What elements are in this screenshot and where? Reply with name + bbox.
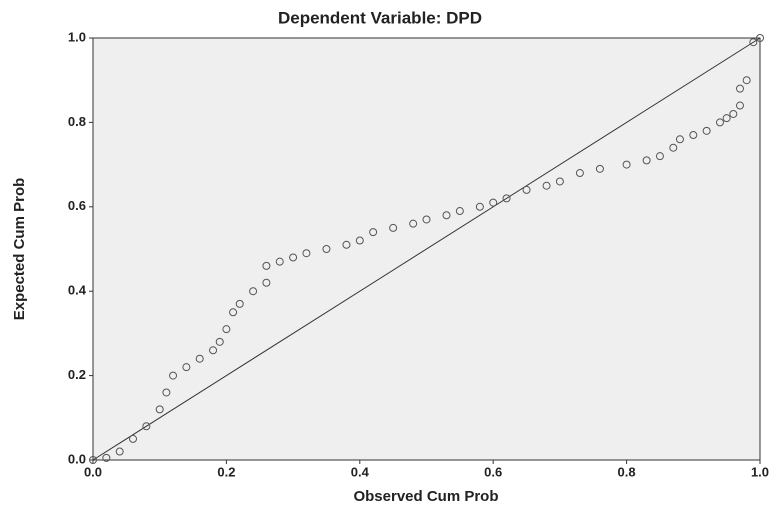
x-tick-label: 0.2 (217, 464, 235, 479)
x-tick-label: 1.0 (751, 464, 769, 479)
x-tick-label: 0.8 (618, 464, 636, 479)
x-axis-title: Observed Cum Prob (353, 488, 498, 505)
y-tick-label: 0.0 (68, 451, 86, 466)
y-tick-label: 0.4 (68, 283, 87, 298)
x-tick-label: 0.4 (351, 464, 370, 479)
y-axis-title: Expected Cum Prob (11, 178, 28, 321)
x-tick-label: 0.6 (484, 464, 502, 479)
chart-title: Dependent Variable: DPD (278, 8, 482, 27)
chart: Dependent Variable: DPD Observed Cum Pro… (0, 0, 772, 511)
y-tick-label: 0.6 (68, 198, 86, 213)
y-tick-label: 1.0 (68, 29, 86, 44)
y-tick-label: 0.2 (68, 367, 86, 382)
y-tick-label: 0.8 (68, 114, 86, 129)
x-tick-label: 0.0 (84, 464, 102, 479)
